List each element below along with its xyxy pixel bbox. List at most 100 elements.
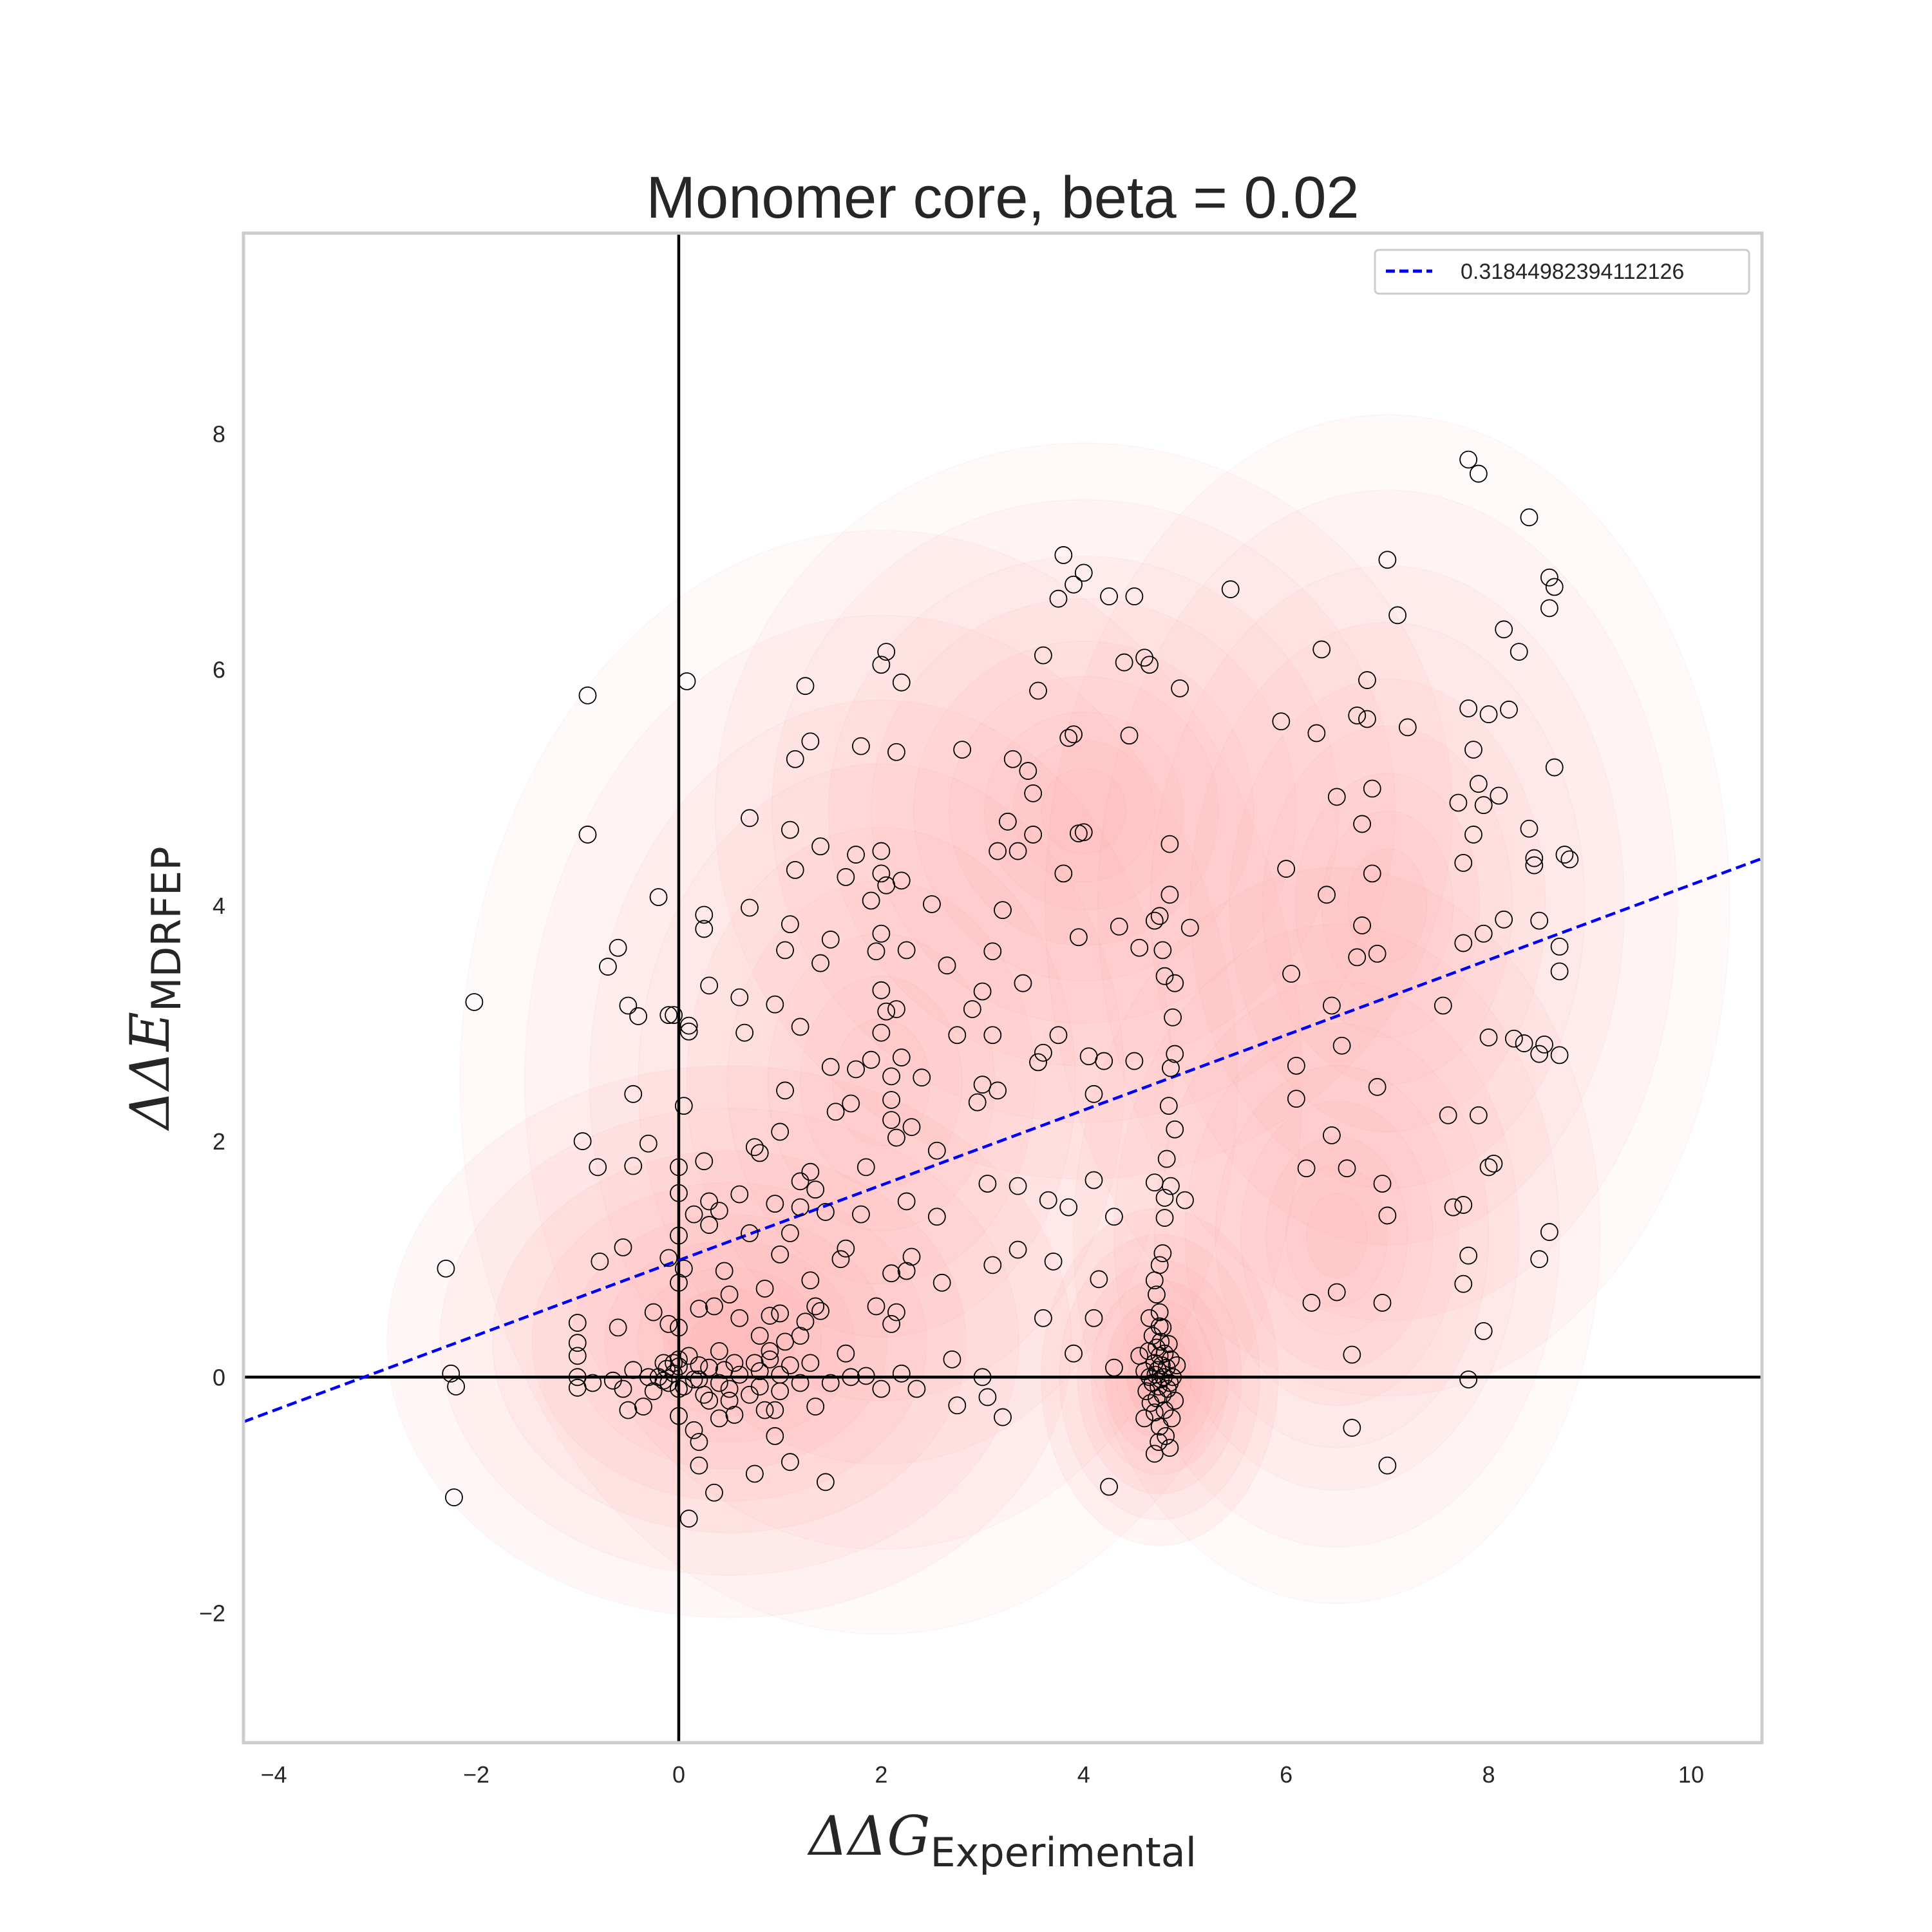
data-point <box>897 941 916 960</box>
data-point <box>578 826 597 844</box>
data-point <box>872 1023 891 1042</box>
data-point <box>761 1307 779 1325</box>
density-contour <box>491 1150 967 1533</box>
data-point <box>766 1401 784 1419</box>
data-point <box>1469 464 1488 483</box>
data-point <box>1009 1177 1027 1195</box>
data-point <box>1459 450 1478 469</box>
data-point <box>730 1309 749 1327</box>
y-axis-label-main: ΔΔE <box>118 1012 182 1132</box>
data-point <box>973 1368 992 1387</box>
data-point <box>674 1097 693 1115</box>
data-point <box>973 1075 992 1094</box>
data-point <box>674 1259 693 1278</box>
data-point <box>1029 681 1047 700</box>
data-point <box>730 988 749 1007</box>
data-point <box>1084 1084 1103 1103</box>
data-point <box>811 1302 829 1320</box>
data-point <box>1348 948 1367 967</box>
data-point <box>1373 1175 1392 1193</box>
density-contour <box>1045 414 1730 1397</box>
x-tick-label: 8 <box>1482 1761 1495 1788</box>
data-point <box>1318 886 1336 904</box>
data-point <box>887 1000 905 1018</box>
data-point <box>983 942 1002 961</box>
data-point <box>1474 1321 1493 1340</box>
fit-line <box>243 857 1762 1423</box>
data-point <box>887 1128 905 1147</box>
data-point <box>603 1371 622 1390</box>
density-contour <box>589 699 1173 1465</box>
data-point <box>1459 699 1478 717</box>
data-point <box>766 1195 784 1213</box>
data-point <box>644 1382 663 1401</box>
data-point <box>725 1406 744 1424</box>
data-point <box>1084 1171 1103 1189</box>
density-contour <box>1294 772 1481 1038</box>
y-tick-labels: −2 0 2 4 6 8 <box>199 421 225 1626</box>
data-point <box>1125 587 1144 605</box>
density-contour <box>771 499 1396 1123</box>
data-point <box>1464 741 1482 759</box>
density-contour <box>531 1182 927 1502</box>
data-point <box>781 1224 799 1242</box>
data-point <box>1034 1043 1052 1062</box>
data-point <box>1155 1209 1174 1227</box>
density-contour <box>1240 1101 1434 1371</box>
data-point <box>1157 1358 1176 1377</box>
y-tick-label: −2 <box>199 1600 225 1627</box>
data-point <box>1166 1045 1184 1063</box>
data-point <box>583 1374 602 1392</box>
data-point <box>1454 853 1473 872</box>
points-layer <box>437 450 1579 1528</box>
data-point <box>1150 907 1169 925</box>
data-point <box>1155 1189 1174 1207</box>
data-point <box>745 1138 764 1157</box>
data-point <box>624 1361 643 1379</box>
data-point <box>892 1048 911 1066</box>
data-point <box>998 812 1017 831</box>
data-point <box>1560 850 1579 869</box>
data-point <box>730 1185 749 1204</box>
data-point <box>1373 1294 1392 1312</box>
data-point <box>1065 1344 1083 1363</box>
data-point <box>1162 1059 1180 1077</box>
data-point <box>907 1379 926 1398</box>
data-point <box>852 1205 870 1224</box>
data-point <box>670 1226 688 1245</box>
data-point <box>1510 643 1528 661</box>
data-point <box>591 1252 609 1271</box>
x-axis-label: ΔΔGExperimental <box>807 1804 1197 1876</box>
data-point <box>1105 1208 1123 1226</box>
data-point <box>1378 551 1397 569</box>
data-point <box>989 842 1007 860</box>
data-point <box>994 1408 1012 1426</box>
data-point <box>1049 1026 1068 1045</box>
data-point <box>1495 910 1513 929</box>
data-point <box>862 1050 880 1069</box>
data-point <box>1054 546 1073 564</box>
data-point <box>1343 1419 1361 1437</box>
density-contour <box>913 640 1255 981</box>
data-point <box>1009 842 1027 860</box>
data-point <box>670 1406 688 1425</box>
data-point <box>821 1374 840 1392</box>
data-point <box>761 1350 779 1368</box>
density-contour <box>1229 678 1546 1133</box>
data-point <box>1545 758 1564 777</box>
data-point <box>1327 788 1346 806</box>
data-point <box>720 1285 739 1304</box>
legend-label: 0.31844982394112126 <box>1461 260 1684 284</box>
density-contour <box>1184 1023 1490 1448</box>
data-point <box>978 1388 997 1406</box>
data-point <box>1084 1309 1103 1327</box>
data-point <box>679 1510 698 1528</box>
data-point <box>445 1488 463 1507</box>
data-point <box>892 871 911 890</box>
data-point <box>1459 1370 1478 1388</box>
data-point <box>755 1280 774 1298</box>
data-point <box>700 1216 719 1234</box>
data-point <box>791 1327 810 1345</box>
data-point <box>690 1300 708 1318</box>
